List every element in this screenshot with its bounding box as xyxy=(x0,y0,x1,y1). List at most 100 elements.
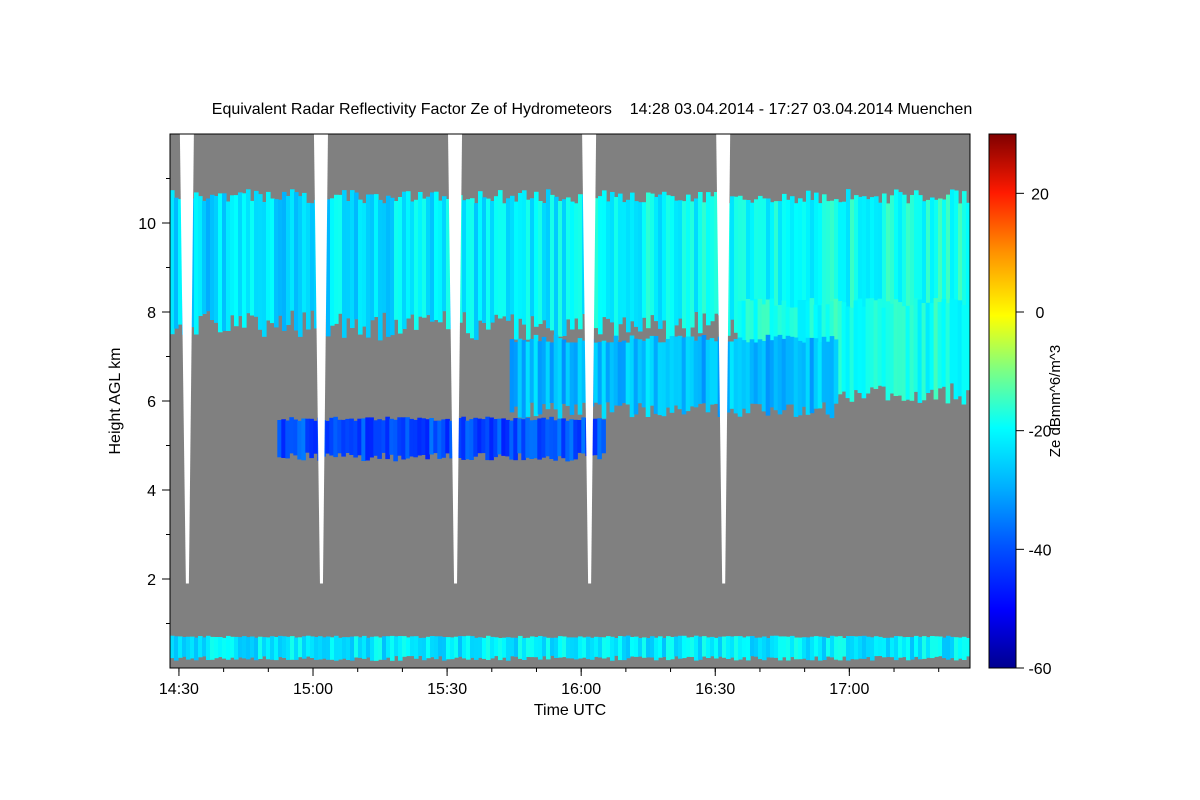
echo-cirrus-column xyxy=(542,203,547,321)
echo-near-surface-clutter-column xyxy=(350,636,355,661)
echo-cirrus-column xyxy=(350,190,355,328)
echo-near-surface-clutter-column xyxy=(638,638,643,657)
x-tick-label: 15:00 xyxy=(293,681,333,698)
echo-cirrus-column xyxy=(626,199,631,333)
echo-near-surface-clutter-column xyxy=(286,636,291,660)
echo-cirrus-lower-extension-column xyxy=(917,299,923,403)
echo-near-surface-clutter-column xyxy=(942,637,947,659)
echo-cirrus-column xyxy=(686,194,691,338)
echo-thin-layer-column xyxy=(377,419,382,459)
data-gap xyxy=(313,134,328,584)
echo-near-surface-clutter-column xyxy=(858,636,863,659)
y-tick-label: 6 xyxy=(147,394,156,411)
echo-near-surface-clutter-column xyxy=(850,636,855,660)
echo-near-surface-clutter-column xyxy=(278,635,283,658)
data-gap xyxy=(582,134,597,584)
echo-near-surface-clutter-column xyxy=(450,637,455,660)
echo-near-surface-clutter-column xyxy=(314,637,319,660)
echo-thin-layer-column xyxy=(529,420,534,459)
echo-cirrus-column xyxy=(274,199,279,328)
echo-cirrus-column xyxy=(958,203,963,330)
echo-cirrus-column xyxy=(962,191,967,314)
echo-cirrus-column xyxy=(810,200,815,324)
echo-cirrus-lower-extension-column xyxy=(897,302,903,396)
echo-cirrus-column xyxy=(926,199,931,335)
echo-mid-level-layer-column xyxy=(637,339,643,404)
echo-mid-level-layer-column xyxy=(689,336,695,407)
echo-near-surface-clutter-column xyxy=(258,636,263,659)
echo-near-surface-clutter-column xyxy=(530,636,535,658)
echo-cirrus-column xyxy=(866,199,871,318)
echo-near-surface-clutter-column xyxy=(506,637,511,661)
echo-mid-level-layer-column xyxy=(813,338,819,409)
echo-near-surface-clutter-column xyxy=(482,637,487,659)
echo-near-surface-clutter-column xyxy=(462,636,467,659)
echo-near-surface-clutter-column xyxy=(786,636,791,661)
echo-near-surface-clutter-column xyxy=(274,637,279,661)
echo-mid-level-layer-column xyxy=(625,342,631,405)
echo-near-surface-clutter-column xyxy=(686,637,691,657)
echo-near-surface-clutter-column xyxy=(822,636,827,660)
echo-thin-layer-column xyxy=(553,420,558,461)
echo-near-surface-clutter-column xyxy=(602,637,607,659)
echo-near-surface-clutter-column xyxy=(306,635,311,657)
echo-cirrus-column xyxy=(278,199,283,316)
echo-near-surface-clutter-column xyxy=(634,636,639,657)
echo-cirrus-column xyxy=(694,198,699,312)
echo-thin-layer-column xyxy=(461,416,466,460)
echo-cirrus-column xyxy=(502,203,507,317)
echo-cirrus-column xyxy=(906,203,911,323)
echo-mid-level-layer-column xyxy=(765,334,771,416)
echo-mid-level-layer-column xyxy=(621,340,627,404)
echo-thin-layer-column xyxy=(369,417,374,458)
echo-thin-layer-column xyxy=(501,418,506,456)
echo-near-surface-clutter-column xyxy=(926,637,931,658)
echo-mid-level-layer-column xyxy=(705,339,711,413)
echo-near-surface-clutter-column xyxy=(466,635,471,660)
echo-cirrus-column xyxy=(422,198,427,318)
echo-near-surface-clutter-column xyxy=(514,637,519,657)
echo-cirrus-column xyxy=(270,198,275,324)
echo-cirrus-column xyxy=(730,196,735,320)
echo-cirrus-column xyxy=(526,199,531,340)
echo-cirrus-column xyxy=(482,197,487,323)
echo-thin-layer-column xyxy=(569,419,574,461)
echo-near-surface-clutter-column xyxy=(906,637,911,661)
echo-mid-level-layer-column xyxy=(749,339,755,404)
echo-mid-level-layer-column xyxy=(557,338,563,419)
echo-mid-level-layer-column xyxy=(777,334,783,415)
echo-cirrus-column xyxy=(878,202,883,320)
echo-cirrus-lower-extension-column xyxy=(941,298,947,387)
echo-near-surface-clutter-column xyxy=(698,636,703,660)
echo-near-surface-clutter-column xyxy=(606,636,611,658)
echo-thin-layer-column xyxy=(565,420,570,462)
x-axis: 14:30 15:00 15:30 16:00 16:30 17:00 xyxy=(159,668,940,698)
echo-mid-level-layer-column xyxy=(541,336,547,405)
echo-cirrus-column xyxy=(562,199,567,336)
echo-cirrus-column xyxy=(338,194,343,314)
echo-cirrus-column xyxy=(698,192,703,334)
echo-cirrus-column xyxy=(642,202,647,318)
echo-near-surface-clutter-column xyxy=(198,636,203,658)
echo-mid-level-layer-column xyxy=(657,342,663,416)
echo-thin-layer-column xyxy=(517,418,522,454)
echo-mid-level-layer-column xyxy=(681,337,687,415)
echo-cirrus-column xyxy=(598,196,603,335)
echo-cirrus-column xyxy=(930,197,935,317)
echo-cirrus-lower-extension-column xyxy=(933,298,939,400)
echo-thin-layer-column xyxy=(301,418,306,461)
echo-thin-layer-column xyxy=(349,418,354,455)
echo-cirrus-lower-extension-column xyxy=(945,303,951,404)
echo-mid-level-layer-column xyxy=(693,340,699,408)
echo-cirrus-column xyxy=(746,200,751,312)
echo-mid-level-layer-column xyxy=(525,341,531,417)
echo-cirrus-column xyxy=(394,201,399,320)
echo-cirrus-column xyxy=(282,191,287,331)
echo-near-surface-clutter-column xyxy=(954,637,959,661)
echo-cirrus-lower-extension-column xyxy=(893,299,899,396)
echo-cirrus-column xyxy=(298,196,303,337)
echo-near-surface-clutter-column xyxy=(770,635,775,658)
echo-cirrus-column xyxy=(658,194,663,329)
echo-mid-level-layer-column xyxy=(545,341,551,410)
echo-near-surface-clutter-column xyxy=(170,635,175,659)
